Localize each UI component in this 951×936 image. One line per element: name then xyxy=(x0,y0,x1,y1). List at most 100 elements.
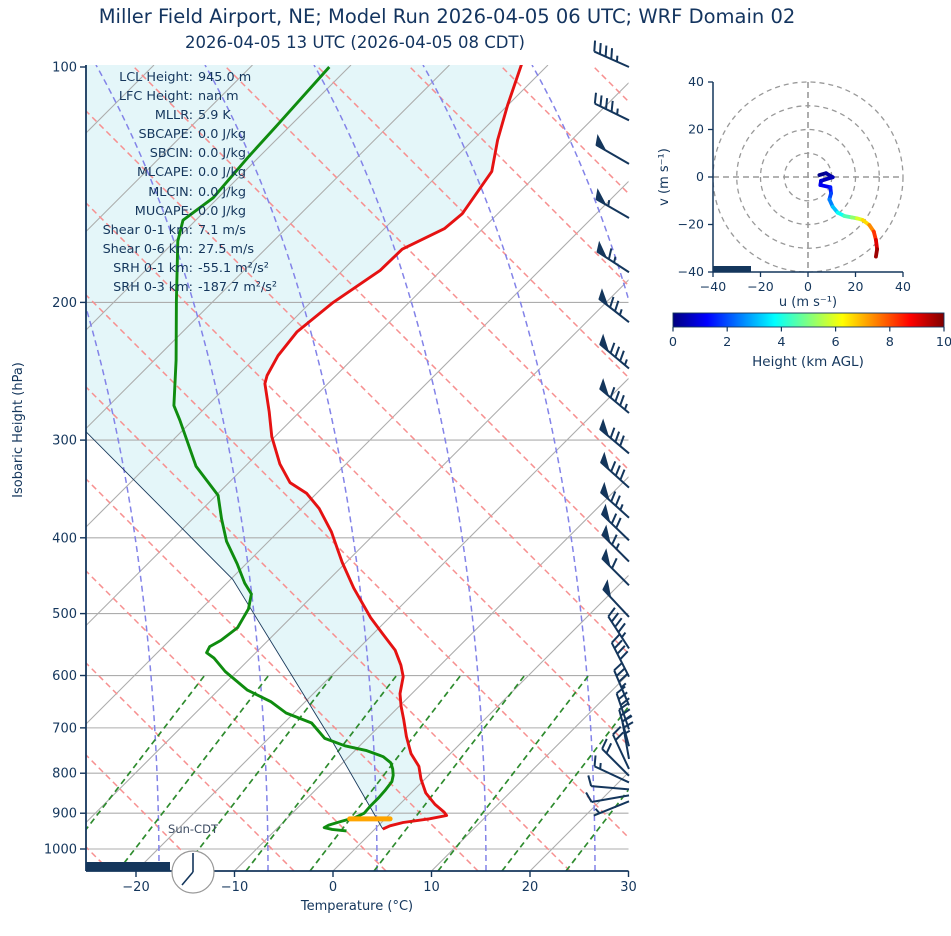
dewpoint-depression-shading xyxy=(86,65,522,830)
index-row: LCL Height: 945.0 m xyxy=(55,68,335,87)
pressure-tick-label: 900 xyxy=(52,807,77,822)
mixing-ratio-line xyxy=(245,674,398,871)
height-colorbar: 0 2 4 6 8 10 Height (km AGL) xyxy=(669,312,951,370)
pressure-tick-label: 1000 xyxy=(44,843,77,858)
index-row: MLLR: 5.9 K xyxy=(55,106,335,125)
index-row: MUCAPE: 0.0 J/kg xyxy=(55,202,335,221)
pressure-tick-label: 400 xyxy=(52,531,77,546)
moist-adiabat-line xyxy=(531,65,629,302)
index-row: SBCAPE: 0.0 J/kg xyxy=(55,125,335,144)
wind-barb-icon xyxy=(600,451,630,489)
index-value: 5.9 K xyxy=(198,108,231,124)
hodograph-v-tick-label: 20 xyxy=(688,122,704,137)
hodograph-u-tick-label: 0 xyxy=(804,279,812,294)
wind-barb-column xyxy=(585,40,634,817)
figure-subtitle: 2026-04-05 13 UTC (2026-04-05 08 CDT) xyxy=(185,33,525,52)
index-label: SRH 0-3 km: xyxy=(113,280,193,296)
hodograph-u-axis-label: u (m s⁻¹) xyxy=(779,295,837,310)
colorbar-tick-label: 6 xyxy=(832,335,840,350)
index-label: SBCAPE: xyxy=(138,127,193,143)
colorbar-tick-label: 8 xyxy=(886,335,894,350)
parcel-profile-line xyxy=(86,431,384,830)
isotherm-line xyxy=(86,279,629,824)
temperature-profile-line xyxy=(263,65,523,831)
index-row: Shear 0-1 km: 7.1 m/s xyxy=(55,221,335,240)
index-label: MLLR: xyxy=(154,108,193,124)
wind-barb-icon xyxy=(593,40,630,68)
dewpoint-profile-line xyxy=(172,66,395,833)
isotherm-line xyxy=(135,377,629,871)
moist-adiabat-line xyxy=(750,65,922,871)
moist-adiabat-line xyxy=(95,65,269,871)
colorbar-label: Height (km AGL) xyxy=(752,354,864,370)
moist-adiabat-line xyxy=(859,65,951,871)
isotherm-line xyxy=(234,476,629,871)
colorbar-tick-label: 0 xyxy=(669,335,677,350)
pressure-tick-label: 700 xyxy=(52,721,77,736)
mixing-ratio-line xyxy=(86,674,206,831)
wind-barb-icon xyxy=(593,755,630,784)
wind-barb-icon xyxy=(585,791,630,803)
index-value: 0.0 J/kg xyxy=(198,165,247,181)
hodograph-v-axis-label: v (m s⁻¹) xyxy=(657,148,672,206)
index-row: MLCIN: 0.0 J/kg xyxy=(55,183,335,202)
skewt-plot-background xyxy=(86,65,951,871)
timezone-label: Sun-CDT xyxy=(168,822,218,836)
dry-adiabat-line xyxy=(776,65,951,871)
index-label: MLCIN: xyxy=(148,184,193,200)
temperature-tick-label: −20 xyxy=(122,880,149,895)
hodograph-u-tick-label: −40 xyxy=(700,279,726,294)
colorbar-tick-label: 10 xyxy=(936,335,951,350)
pressure-tick-label: 800 xyxy=(52,767,77,782)
pressure-axis-label: Isobaric Height (hPa) xyxy=(11,362,26,498)
wind-barb-icon xyxy=(607,607,630,649)
index-label: SRH 0-1 km: xyxy=(113,260,193,276)
temperature-tick-label: −10 xyxy=(221,880,248,895)
pressure-tick-label: 200 xyxy=(52,296,77,311)
hodograph-v-tick-label: −40 xyxy=(678,264,704,279)
index-label: LCL Height: xyxy=(119,70,193,85)
wind-barb-icon xyxy=(600,481,630,519)
mixing-ratio-line xyxy=(565,788,629,871)
index-label: SBCIN: xyxy=(149,146,193,162)
pressure-tick-label: 600 xyxy=(52,669,77,684)
dry-adiabat-line xyxy=(499,65,629,195)
wind-barb-icon xyxy=(599,333,630,370)
figure-title: Miller Field Airport, NE; Model Run 2026… xyxy=(98,5,796,28)
index-value: 945.0 m xyxy=(198,70,252,85)
index-value: -55.1 m²/s² xyxy=(198,260,269,276)
skewt-axes: 100 200 300 400 500 600 700 800 900 1000 −20 −10 0 10… xyxy=(11,61,637,915)
wind-barb-icon xyxy=(595,188,630,219)
dry-adiabat-line xyxy=(407,65,629,287)
index-label: MLCAPE: xyxy=(137,165,193,181)
index-value: -187.7 m²/s² xyxy=(198,280,278,296)
sounding-indices-panel: LCL Height: 945.0 m LFC Height: nan m MLLR: 5… xyxy=(55,68,335,297)
hodograph-scale-bar xyxy=(713,266,751,272)
dry-adiabat-line xyxy=(591,65,629,103)
hodograph-v-tick-label: 40 xyxy=(688,74,704,89)
wind-barb-icon xyxy=(598,288,630,323)
temperature-tick-label: 20 xyxy=(522,880,539,895)
wind-barb-icon xyxy=(599,378,630,414)
index-value: 27.5 m/s xyxy=(198,241,255,257)
isotherm-line xyxy=(332,574,629,871)
index-row: SRH 0-3 km: -187.7 m²/s² xyxy=(55,278,335,297)
index-row: SRH 0-1 km: -55.1 m²/s² xyxy=(55,259,335,278)
wind-barb-icon xyxy=(610,634,630,678)
wind-barb-icon xyxy=(612,726,630,770)
isotherm-line xyxy=(431,673,629,871)
mixing-ratio-line xyxy=(501,705,629,871)
dry-adiabat-line xyxy=(868,65,951,871)
wind-barb-icon xyxy=(621,715,634,760)
hodograph-u-tick-label: 20 xyxy=(848,279,864,294)
hodograph-v-tick-label: −20 xyxy=(678,217,704,232)
temperature-tick-label: 10 xyxy=(423,880,440,895)
hodograph-u-tick-label: 40 xyxy=(895,279,911,294)
isotherm-line xyxy=(86,65,253,233)
pressure-tick-label: 300 xyxy=(52,434,77,449)
wind-barb-icon xyxy=(615,685,630,730)
wind-barb-icon xyxy=(599,418,630,455)
mixing-ratio-line xyxy=(117,674,270,871)
isotherm-line xyxy=(529,771,629,871)
